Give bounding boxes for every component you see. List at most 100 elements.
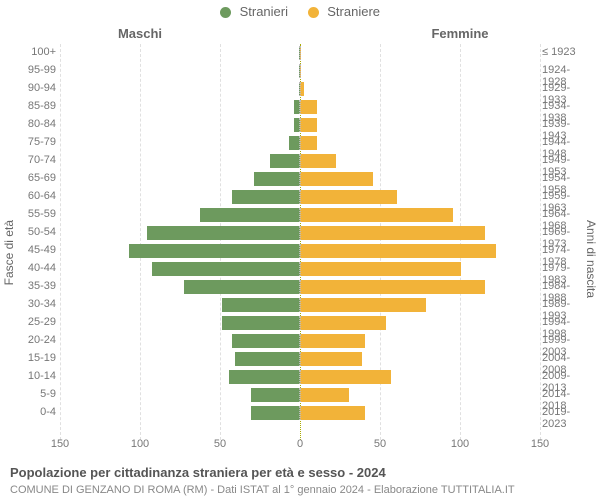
male-bar <box>152 262 300 276</box>
female-bar <box>300 352 362 366</box>
legend: Stranieri Straniere <box>0 4 600 19</box>
female-bar <box>300 370 391 384</box>
age-row: 25-291994-1998 <box>60 314 540 332</box>
age-row: 90-941929-1933 <box>60 80 540 98</box>
age-row: 80-841939-1943 <box>60 116 540 134</box>
age-row: 10-142009-2013 <box>60 368 540 386</box>
age-range-label: 25-29 <box>16 316 56 328</box>
age-range-label: 100+ <box>16 46 56 58</box>
plot-area: 100+≤ 192395-991924-192890-941929-193385… <box>60 44 540 444</box>
male-bar <box>200 208 300 222</box>
y-axis-left-label: Fasce di età <box>2 220 16 285</box>
x-tick: 150 <box>51 438 69 450</box>
legend-female-label: Straniere <box>327 4 380 19</box>
age-range-label: 75-79 <box>16 136 56 148</box>
age-range-label: 0-4 <box>16 406 56 418</box>
female-bar <box>300 46 301 60</box>
female-bar <box>300 82 304 96</box>
age-row: 55-591964-1968 <box>60 206 540 224</box>
x-axis: 05050100100150150 <box>60 438 540 452</box>
male-bar <box>251 406 300 420</box>
age-range-label: 30-34 <box>16 298 56 310</box>
female-bar <box>300 154 336 168</box>
male-bar <box>184 280 300 294</box>
female-bar <box>300 298 426 312</box>
male-bar <box>129 244 300 258</box>
age-range-label: 10-14 <box>16 370 56 382</box>
age-range-label: 70-74 <box>16 154 56 166</box>
female-bar <box>300 262 461 276</box>
age-range-label: 55-59 <box>16 208 56 220</box>
x-tick: 50 <box>374 438 386 450</box>
male-bar <box>232 334 300 348</box>
age-range-label: 20-24 <box>16 334 56 346</box>
male-bar <box>235 352 300 366</box>
age-row: 20-241999-2003 <box>60 332 540 350</box>
gridline <box>540 44 541 440</box>
age-range-label: 95-99 <box>16 64 56 76</box>
female-bar <box>300 208 453 222</box>
age-row: 95-991924-1928 <box>60 62 540 80</box>
age-row: 35-391984-1988 <box>60 278 540 296</box>
age-range-label: 45-49 <box>16 244 56 256</box>
male-bar <box>254 172 300 186</box>
age-range-label: 60-64 <box>16 190 56 202</box>
female-bar <box>300 388 349 402</box>
age-row: 15-192004-2008 <box>60 350 540 368</box>
birth-year-label: 2019-2023 <box>542 406 592 430</box>
female-bar <box>300 172 373 186</box>
age-row: 45-491974-1978 <box>60 242 540 260</box>
female-bar <box>300 334 365 348</box>
age-row: 0-42019-2023 <box>60 404 540 422</box>
age-row: 5-92014-2018 <box>60 386 540 404</box>
age-row: 30-341989-1993 <box>60 296 540 314</box>
female-bar <box>300 190 397 204</box>
x-tick: 100 <box>131 438 149 450</box>
age-range-label: 90-94 <box>16 82 56 94</box>
age-row: 40-441979-1983 <box>60 260 540 278</box>
column-title-male: Maschi <box>0 26 280 41</box>
age-range-label: 85-89 <box>16 100 56 112</box>
age-range-label: 80-84 <box>16 118 56 130</box>
population-pyramid-chart: Stranieri Straniere Maschi Femmine Fasce… <box>0 0 600 500</box>
legend-female: Straniere <box>308 4 380 19</box>
female-bar <box>300 406 365 420</box>
female-bar <box>300 226 485 240</box>
age-row: 85-891934-1938 <box>60 98 540 116</box>
female-bar <box>300 64 301 78</box>
x-tick: 100 <box>451 438 469 450</box>
female-bar <box>300 280 485 294</box>
age-row: 60-641959-1963 <box>60 188 540 206</box>
legend-male-label: Stranieri <box>240 4 288 19</box>
female-bar <box>300 136 317 150</box>
age-row: 65-691954-1958 <box>60 170 540 188</box>
legend-male-swatch <box>220 7 231 18</box>
female-bar <box>300 100 317 114</box>
male-bar <box>251 388 300 402</box>
male-bar <box>289 136 300 150</box>
female-bar <box>300 316 386 330</box>
male-bar <box>229 370 300 384</box>
male-bar <box>232 190 300 204</box>
age-range-label: 5-9 <box>16 388 56 400</box>
age-range-label: 65-69 <box>16 172 56 184</box>
age-range-label: 35-39 <box>16 280 56 292</box>
age-range-label: 15-19 <box>16 352 56 364</box>
age-row: 100+≤ 1923 <box>60 44 540 62</box>
x-tick: 0 <box>297 438 303 450</box>
chart-title: Popolazione per cittadinanza straniera p… <box>10 465 386 480</box>
age-row: 50-541969-1973 <box>60 224 540 242</box>
x-tick: 150 <box>531 438 549 450</box>
legend-female-swatch <box>308 7 319 18</box>
female-bar <box>300 244 496 258</box>
female-bar <box>300 118 317 132</box>
x-tick: 50 <box>214 438 226 450</box>
chart-subtitle: COMUNE DI GENZANO DI ROMA (RM) - Dati IS… <box>10 484 515 496</box>
male-bar <box>222 316 300 330</box>
male-bar <box>147 226 300 240</box>
column-title-female: Femmine <box>320 26 600 41</box>
age-row: 75-791944-1948 <box>60 134 540 152</box>
male-bar <box>270 154 300 168</box>
birth-year-label: ≤ 1923 <box>542 46 592 58</box>
legend-male: Stranieri <box>220 4 288 19</box>
